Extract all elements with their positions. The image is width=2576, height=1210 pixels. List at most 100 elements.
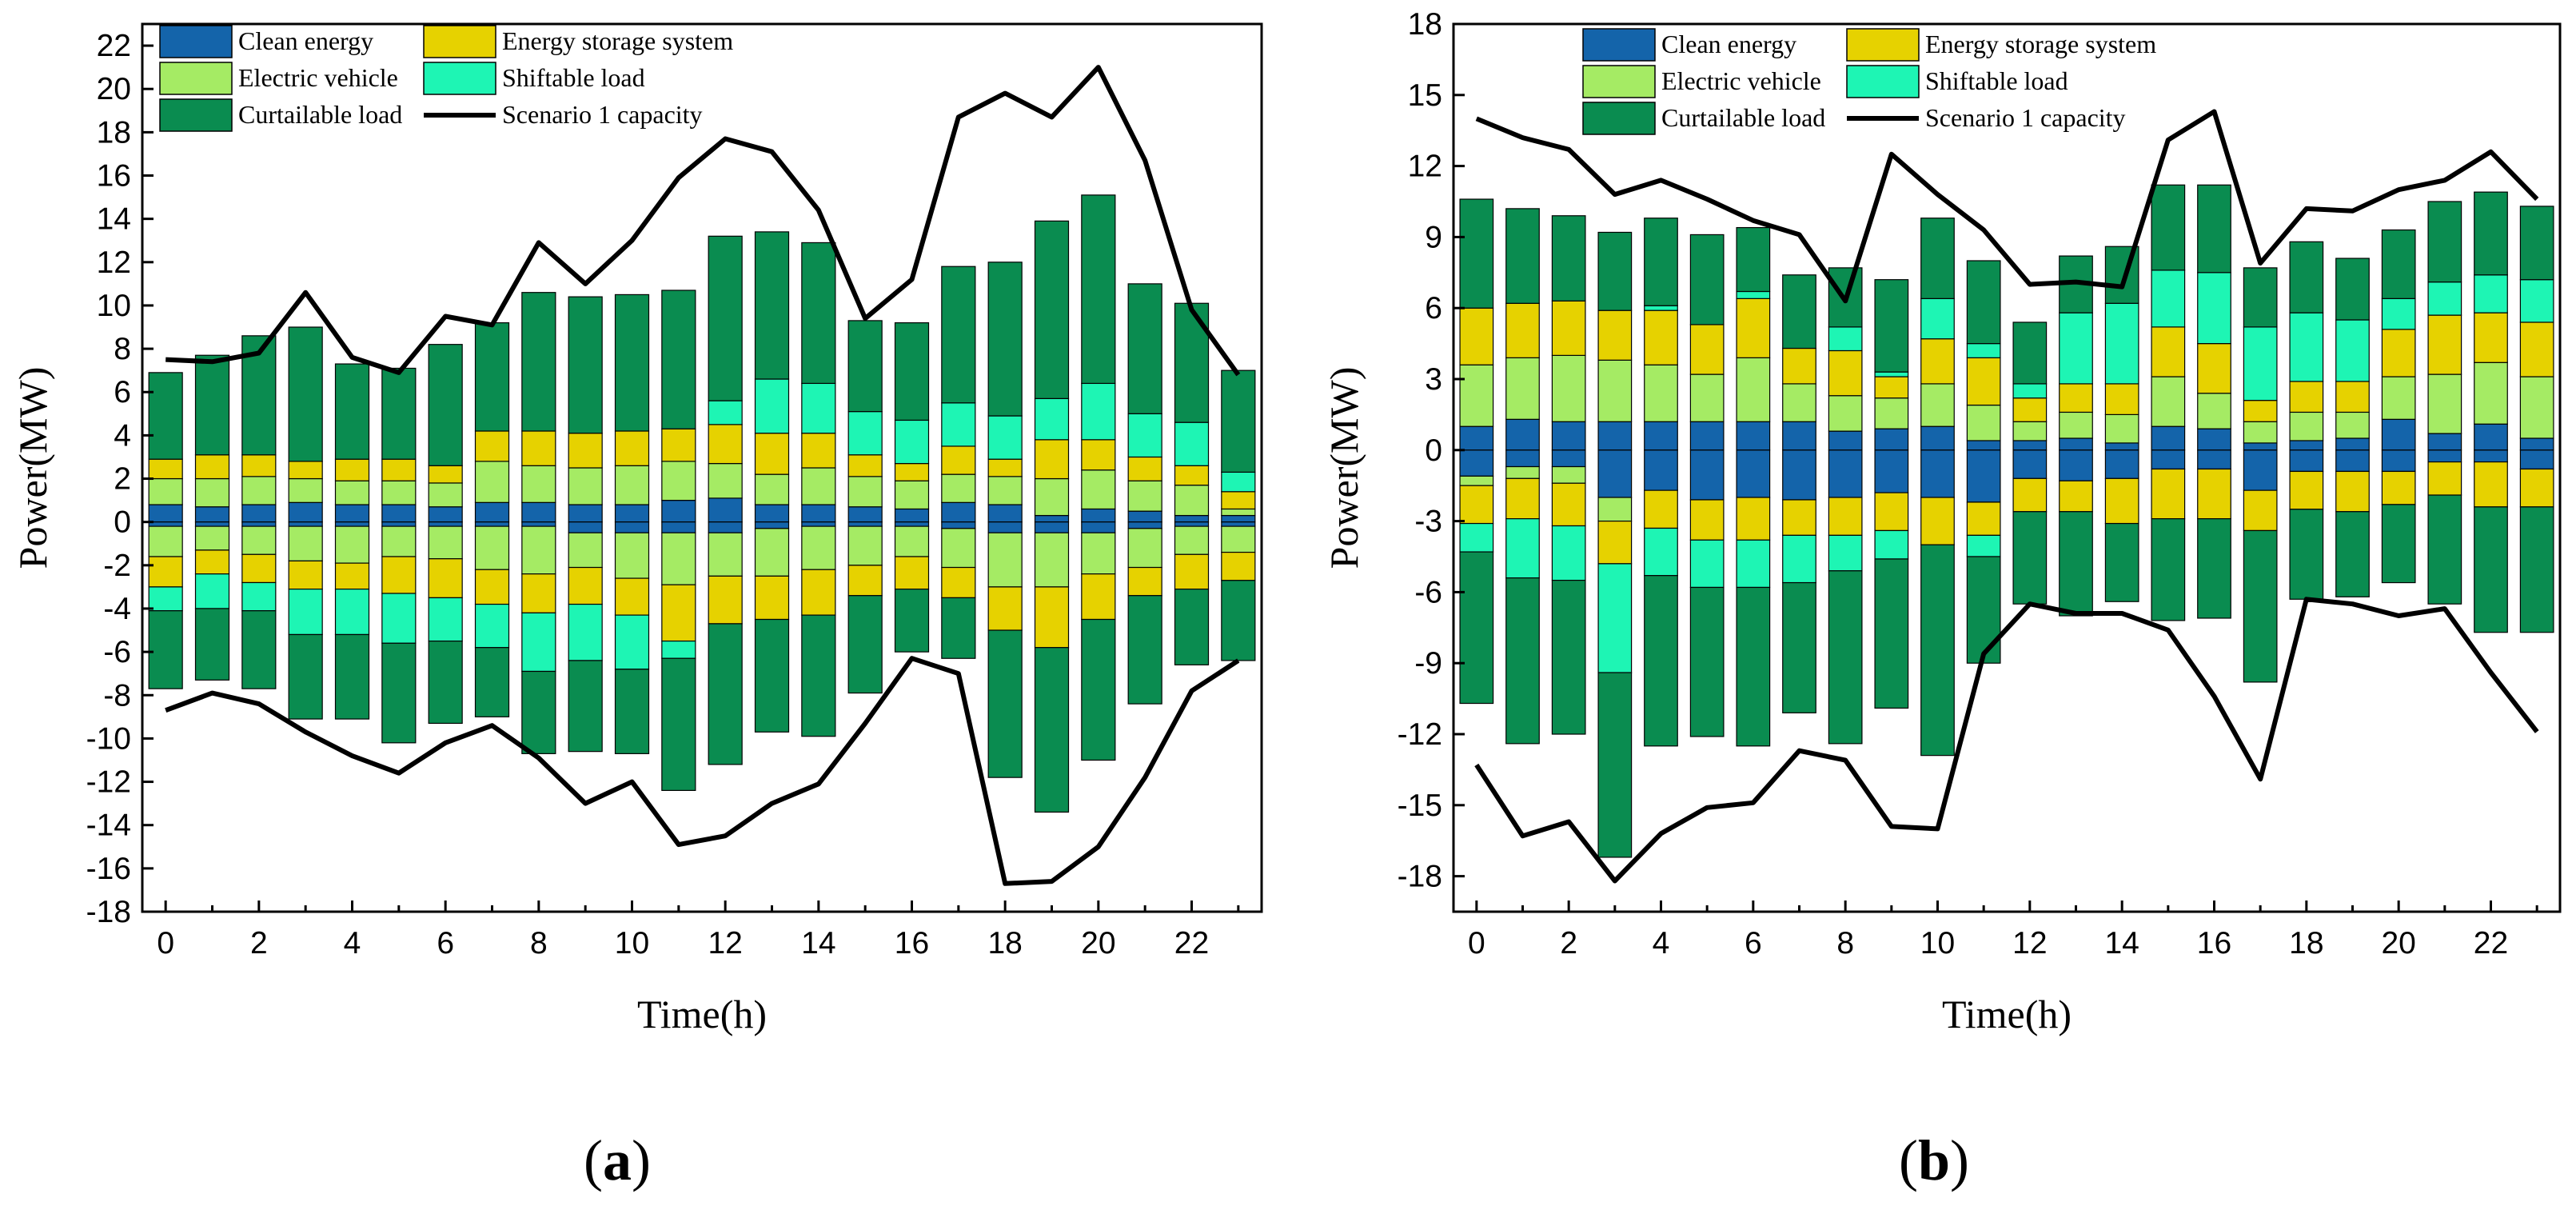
chart-a-xtick-label: 6: [437, 926, 454, 960]
chart-b-bar-ess-pos-h6: [1736, 298, 1771, 358]
chart-a-bar-shift-neg-h0: [148, 586, 183, 612]
chart-b-bar-curt-neg-h8: [1828, 570, 1863, 745]
chart-b-bar-ev-pos-h5: [1689, 373, 1725, 422]
chart-b-ytick-label: -15: [1398, 789, 1442, 823]
chart-b-legend-swatch-curt: [1582, 102, 1656, 135]
chart-a-bar-clean-neg-h7: [474, 521, 510, 527]
chart-b-bar-ev-neg-h2: [1551, 465, 1586, 484]
chart-a-bar-clean-neg-h3: [288, 521, 323, 527]
chart-b-bar-shift-pos-h18: [2289, 312, 2324, 382]
chart-a-bar-clean-pos-h13: [754, 504, 790, 523]
chart-b-bar-curt-neg-h17: [2243, 529, 2278, 683]
chart-b-bar-ev-pos-h12: [2012, 421, 2048, 441]
chart-a-ytick-label: 14: [97, 202, 131, 237]
chart-b-bar-curt-pos-h15: [2151, 184, 2186, 271]
chart-a-bar-shift-neg-h3: [288, 589, 323, 636]
chart-a-bar-ess-pos-h20: [1081, 439, 1116, 471]
chart-a-bar-clean-neg-h8: [521, 521, 556, 527]
chart-a-bar-shift-pos-h20: [1081, 382, 1116, 441]
chart-a-bar-curt-pos-h9: [568, 296, 603, 434]
chart-a-bar-ev-pos-h20: [1081, 469, 1116, 510]
chart-a-bar-ess-neg-h10: [614, 577, 650, 616]
chart-b-bar-ev-pos-h0: [1459, 364, 1494, 427]
chart-b-bar-clean-neg-h5: [1689, 449, 1725, 501]
chart-a-bar-ev-neg-h23: [1221, 525, 1256, 553]
chart-b-bar-ess-neg-h0: [1459, 485, 1494, 525]
chart-a-bar-ess-pos-h11: [661, 428, 696, 462]
chart-a-legend-label-clean: Clean energy: [238, 26, 373, 55]
chart-a-bar-shift-pos-h15: [847, 411, 883, 456]
chart-a-bar-ev-pos-h22: [1174, 485, 1210, 517]
chart-a-legend-swatch-shift: [423, 62, 496, 95]
chart-b-xtick-label: 12: [2012, 926, 2047, 960]
chart-b-bar-clean-neg-h1: [1505, 449, 1540, 468]
chart-b-legend-label-clean: Clean energy: [1661, 30, 1796, 58]
chart-a-bar-ev-neg-h14: [801, 525, 836, 570]
chart-a-bar-ev-neg-h5: [381, 525, 417, 557]
chart-b-bar-curt-neg-h9: [1874, 558, 1909, 709]
chart-a-plot-area: [142, 24, 1262, 912]
chart-b-bar-shift-pos-h21: [2427, 282, 2462, 316]
chart-b-bar-ess-pos-h21: [2427, 314, 2462, 375]
chart-a-bar-shift-pos-h22: [1174, 421, 1210, 466]
chart-a-bar-ev-neg-h12: [708, 532, 743, 577]
chart-b-bar-curt-pos-h2: [1551, 215, 1586, 302]
chart-b-bar-ess-neg-h10: [1920, 497, 1955, 545]
chart-a-bar-clean-neg-h10: [614, 521, 650, 533]
chart-a-ytick-label: -8: [103, 678, 131, 713]
chart-b-bar-ess-pos-h5: [1689, 324, 1725, 375]
chart-b-bar-curt-neg-h11: [1966, 556, 2001, 664]
chart-a-bar-curt-neg-h9: [568, 660, 603, 753]
chart-a-legend-label-capacity: Scenario 1 capacity: [502, 100, 703, 129]
chart-a-bar-ev-neg-h0: [148, 525, 183, 557]
chart-b-legend-label-capacity: Scenario 1 capacity: [1925, 103, 2126, 132]
chart-b-ytick-label: -6: [1414, 575, 1442, 609]
chart-b-bar-ess-pos-h1: [1505, 302, 1540, 358]
chart-a-bar-ev-pos-h1: [194, 477, 230, 508]
chart-a-bar-curt-pos-h0: [148, 372, 183, 460]
chart-b-bar-ev-neg-h0: [1459, 475, 1494, 486]
chart-a-bar-shift-pos-h21: [1127, 413, 1162, 458]
chart-b-bar-ev-pos-h13: [2059, 411, 2093, 439]
chart-b-bar-ess-neg-h19: [2335, 470, 2370, 513]
chart-a-bar-clean-pos-h22: [1174, 514, 1210, 523]
chart-a-capacity-lower-line: [165, 656, 1240, 886]
chart-a-bar-clean-pos-h18: [987, 504, 1023, 523]
chart-a-bar-ev-pos-h11: [661, 461, 696, 501]
chart-b-ytick-label: 0: [1425, 433, 1442, 468]
chart-a-bar-clean-neg-h9: [568, 521, 603, 533]
chart-a-bar-clean-pos-h1: [194, 506, 230, 523]
chart-b-bar-curt-pos-h0: [1459, 198, 1494, 309]
chart-a-bar-shift-pos-h18: [987, 415, 1023, 460]
chart-a-bar-shift-neg-h6: [428, 597, 463, 642]
chart-b-bar-ess-pos-h11: [1966, 357, 2001, 406]
chart-b-bar-curt-neg-h3: [1597, 672, 1633, 858]
chart-a-ytick-label: -12: [86, 765, 131, 800]
chart-a-bar-clean-pos-h8: [521, 501, 556, 523]
chart-a-bar-clean-neg-h19: [1034, 521, 1070, 533]
chart-a-bar-ev-neg-h6: [428, 525, 463, 560]
chart-a-bar-clean-pos-h19: [1034, 514, 1070, 523]
chart-a-legend-swatch-curt: [159, 98, 233, 132]
chart-b-bar-curt-neg-h7: [1782, 581, 1816, 713]
chart-a-bar-ess-pos-h16: [894, 462, 930, 481]
chart-b-bar-ev-pos-h2: [1551, 354, 1586, 422]
chart-b-bar-curt-neg-h12: [2012, 511, 2048, 605]
chart-a-bar-ess-neg-h3: [288, 560, 323, 590]
chart-b-bar-clean-neg-h17: [2243, 449, 2278, 491]
chart-b-bar-curt-neg-h0: [1459, 551, 1494, 705]
chart-a-bar-ess-pos-h13: [754, 433, 790, 475]
chart-a-bar-ess-pos-h10: [614, 430, 650, 466]
chart-b-bar-ess-pos-h17: [2243, 400, 2278, 422]
chart-b-bar-ess-neg-h14: [2104, 477, 2139, 525]
chart-b-bar-curt-pos-h16: [2197, 184, 2231, 274]
chart-a-bar-curt-neg-h4: [334, 633, 370, 720]
chart-b-bar-ev-pos-h22: [2474, 361, 2508, 425]
chart-a-bar-ess-pos-h4: [334, 458, 370, 481]
chart-b-xtick-label: 20: [2381, 926, 2415, 960]
panel-label-b: (b): [1899, 1128, 1969, 1194]
chart-b-bar-curt-pos-h21: [2427, 201, 2462, 283]
chart-b-bar-ess-pos-h7: [1782, 347, 1816, 385]
chart-a-bar-ess-pos-h9: [568, 433, 603, 469]
chart-b-bar-shift-pos-h19: [2335, 319, 2370, 382]
